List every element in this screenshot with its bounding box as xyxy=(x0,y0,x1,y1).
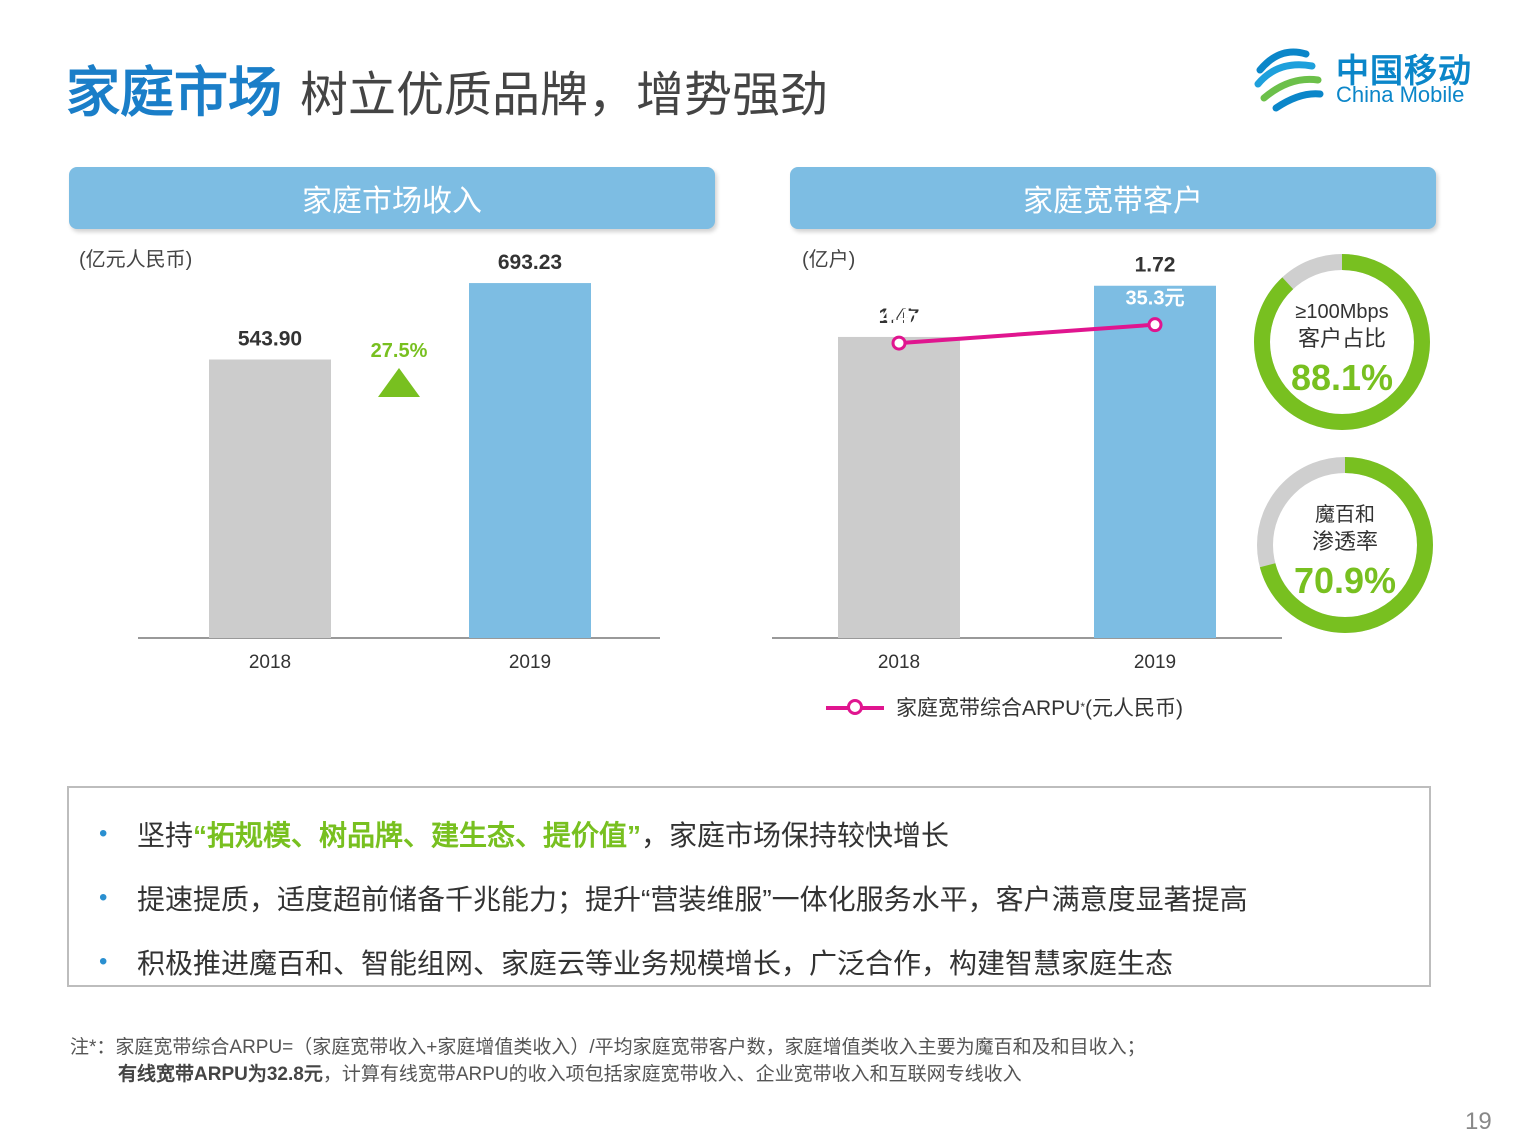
left-panel-header: 家庭市场收入 xyxy=(69,167,715,229)
bullet-dot-icon: • xyxy=(99,820,108,847)
logo-text-en: China Mobile xyxy=(1336,82,1465,107)
footnote-line-1: 注*：家庭宽带综合ARPU=（家庭宽带收入+家庭增值类收入）/平均家庭宽带客户数… xyxy=(70,1037,1146,1058)
donut-caption-line-1: ≥100Mbps xyxy=(1295,301,1388,323)
bullet-dot-icon: • xyxy=(99,948,108,975)
china-mobile-logo-icon xyxy=(1254,48,1324,112)
customers-value-label: 1.47 xyxy=(879,305,920,328)
customers-tick-label: 2019 xyxy=(1134,652,1176,673)
bullet-item: • 坚持 “拓规模、树品牌、建生态、提价值” ，家庭市场保持较快增长 xyxy=(99,802,1429,866)
revenue-bar-2018 xyxy=(209,359,331,638)
key-points-box: • 坚持 “拓规模、树品牌、建生态、提价值” ，家庭市场保持较快增长 • 提速提… xyxy=(67,786,1431,987)
bullet-text: 积极推进魔百和、智能组网、家庭云等业务规模增长，广泛合作，构建智慧家庭生态 xyxy=(137,948,1174,979)
arpu-point xyxy=(1147,317,1163,333)
arpu-series-line xyxy=(898,322,1156,346)
revenue-bar-2019 xyxy=(469,283,591,638)
bullet-text: 坚持 xyxy=(137,820,194,851)
page-title: 家庭市场 树立优质品牌，增势强劲 xyxy=(66,48,828,123)
revenue-value-label: 543.90 xyxy=(238,328,302,351)
customers-tick-label: 2018 xyxy=(878,652,920,673)
logo-text-cn: 中国移动 xyxy=(1336,52,1472,89)
bullet-item: • 提速提质，适度超前储备千兆能力；提升“营装维服”一体化服务水平，客户满意度显… xyxy=(99,866,1429,930)
customers-value-label: 1.72 xyxy=(1135,254,1176,277)
donut-caption-line-2: 渗透率 xyxy=(1312,529,1378,554)
title-rest: 树立优质品牌，增势强劲 xyxy=(300,69,829,122)
page-number: 19 xyxy=(1465,1108,1492,1135)
revenue-value-label: 693.23 xyxy=(498,251,562,274)
arpu-legend-suffix: (元人民币) xyxy=(1085,697,1184,720)
legend-asterisk: * xyxy=(1080,700,1086,714)
arpu-value-label: 34.4元 xyxy=(870,306,929,328)
donut-caption-line-1: 魔百和 xyxy=(1315,503,1375,526)
revenue-tick-label: 2019 xyxy=(509,652,551,673)
right-unit-label: (亿户) xyxy=(802,249,856,271)
bullet-item: • 积极推进魔百和、智能组网、家庭云等业务规模增长，广泛合作，构建智慧家庭生态 xyxy=(99,930,1429,994)
arpu-legend-name: 家庭宽带综合ARPU xyxy=(896,697,1081,720)
footnote-bold: 有线宽带ARPU为32.8元 xyxy=(118,1064,323,1085)
revenue-tick-label: 2018 xyxy=(249,652,291,673)
bullet-text: 提速提质，适度超前储备千兆能力；提升“营装维服”一体化服务水平，客户满意度显著提… xyxy=(137,884,1248,915)
arpu-value-label: 35.3元 xyxy=(1126,288,1185,310)
title-accent: 家庭市场 xyxy=(66,63,282,123)
footnote: 注*：家庭宽带综合ARPU=（家庭宽带收入+家庭增值类收入）/平均家庭宽带客户数… xyxy=(70,1034,1146,1088)
footnote-line-2: 有线宽带ARPU为32.8元，计算有线宽带ARPU的收入项包括家庭宽带收入、企业… xyxy=(70,1061,1146,1088)
donut-value-arc xyxy=(1254,254,1430,430)
donut-value-label: 88.1% xyxy=(1291,357,1393,398)
arpu-legend: 家庭宽带综合ARPU * (元人民币) xyxy=(826,692,1183,722)
charts-canvas: 543.90 2018 693.23 2019 27.5% 1.47 2018 1.72 201… xyxy=(138,251,1433,673)
arpu-legend-swatch xyxy=(826,697,884,717)
donut-value-label: 70.9% xyxy=(1294,560,1396,601)
growth-label: 27.5% xyxy=(371,340,428,362)
arpu-point xyxy=(891,335,907,351)
donut-caption-line-2: 客户占比 xyxy=(1298,326,1386,351)
growth-up-triangle-icon xyxy=(378,368,420,397)
bullet-text-after: ，家庭市场保持较快增长 xyxy=(641,820,950,851)
bullet-dot-icon: • xyxy=(99,884,108,911)
china-mobile-logo: 中国移动 China Mobile xyxy=(1250,40,1486,116)
left-unit-label: (亿元人民币) xyxy=(79,249,193,271)
right-panel-header: 家庭宽带客户 xyxy=(790,167,1436,229)
customers-bar-2018 xyxy=(838,336,960,638)
footnote-rest: ，计算有线宽带ARPU的收入项包括家庭宽带收入、企业宽带收入和互联网专线收入 xyxy=(322,1064,1022,1085)
donut-value-arc xyxy=(1257,457,1433,633)
bullet-highlight: “拓规模、树品牌、建生态、提价值” xyxy=(193,820,642,851)
customers-bar-2019 xyxy=(1094,285,1216,638)
